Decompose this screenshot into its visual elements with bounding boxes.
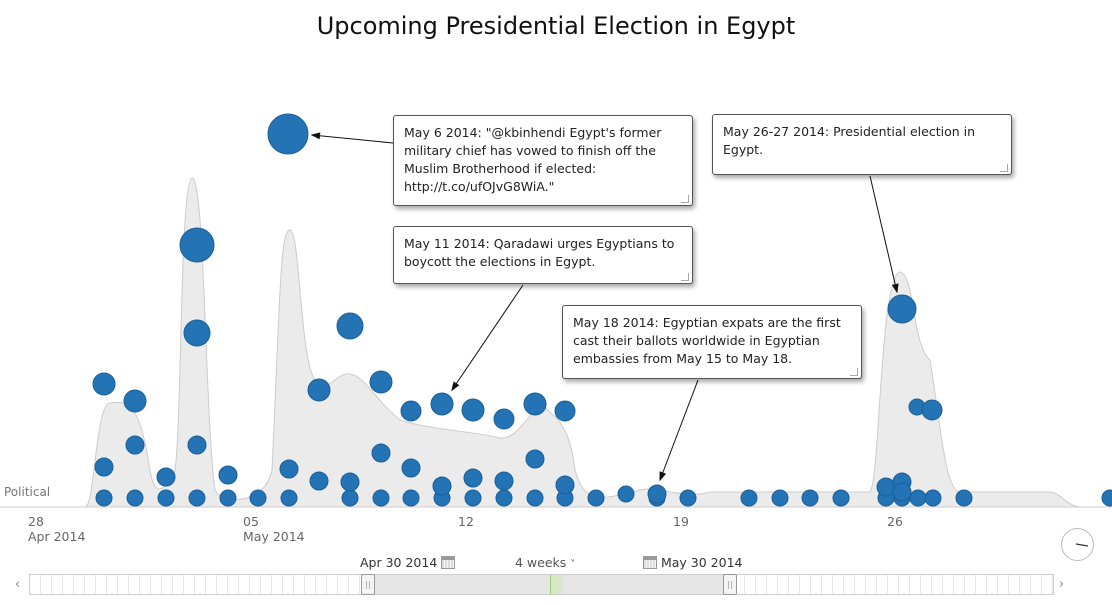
clock-icon[interactable] [1061,528,1094,561]
event-bubble[interactable] [1101,489,1112,507]
band-label: Political [4,485,51,499]
range-navigator[interactable]: || || [29,574,1054,595]
event-bubble[interactable] [280,489,298,507]
event-bubble[interactable] [432,476,452,496]
event-bubble[interactable] [740,489,758,507]
callout-pointer [451,284,524,391]
resize-grip-icon[interactable] [681,273,689,281]
event-bubble[interactable] [921,399,943,421]
event-bubble[interactable] [892,482,912,502]
timeline-chart [0,113,1112,508]
arrowhead-icon [891,283,899,294]
event-bubble[interactable] [402,489,420,507]
calendar-icon[interactable] [441,556,456,569]
event-bubble[interactable] [179,227,215,263]
callout-pointer [869,175,898,293]
event-bubble[interactable] [371,443,391,463]
event-bubble[interactable] [493,408,515,430]
event-bubble[interactable] [924,489,942,507]
chart-title: Upcoming Presidential Election in Egypt [316,12,796,40]
event-bubble[interactable] [123,389,147,413]
event-bubble[interactable] [249,489,267,507]
event-bubble[interactable] [187,435,207,455]
event-bubble[interactable] [336,312,364,340]
event-bubble[interactable] [340,472,360,492]
event-bubble[interactable] [679,489,697,507]
chevron-down-icon: ˅ [570,559,576,570]
event-bubble[interactable] [188,489,206,507]
event-bubble[interactable] [125,435,145,455]
event-bubble[interactable] [555,475,575,495]
event-bubble[interactable] [372,489,390,507]
event-bubble[interactable] [94,457,114,477]
event-bubble[interactable] [495,489,513,507]
event-bubble[interactable] [183,319,211,347]
event-bubble[interactable] [279,459,299,479]
callout-pointer [311,134,394,144]
event-bubble[interactable] [876,477,896,497]
event-bubble[interactable] [554,400,576,422]
calendar-icon[interactable] [643,556,657,569]
span-select[interactable]: 4 weeks ˅ [515,555,576,570]
callout-text: May 18 2014: Egyptian expats are the fir… [573,315,841,366]
event-bubble[interactable] [219,489,237,507]
event-bubble[interactable] [156,467,176,487]
callout-may-18[interactable]: May 18 2014: Egyptian expats are the fir… [562,305,862,379]
scroll-right-button[interactable]: › [1059,577,1065,592]
event-bubble[interactable] [832,489,850,507]
axis-tick: 26 [887,514,903,529]
event-bubble[interactable] [494,471,514,491]
callout-may-11[interactable]: May 11 2014: Qaradawi urges Egyptians to… [393,226,693,284]
callout-pointer [659,379,699,481]
arrowhead-icon [310,132,321,140]
event-bubble[interactable] [955,489,973,507]
event-bubble[interactable] [430,392,454,416]
arrowhead-icon [451,381,460,392]
event-bubble[interactable] [526,489,544,507]
event-bubble[interactable] [218,465,238,485]
callout-text: May 26-27 2014: Presidential election in… [723,124,976,157]
event-bubble[interactable] [157,489,175,507]
event-bubble[interactable] [95,489,113,507]
resize-grip-icon[interactable] [1000,164,1008,172]
axis-tick: 05 May 2014 [243,514,305,544]
callout-text: May 11 2014: Qaradawi urges Egyptians to… [404,236,675,269]
event-bubble[interactable] [341,489,359,507]
range-end-handle[interactable]: || [723,574,737,595]
range-start-handle[interactable]: || [361,574,375,595]
start-date[interactable]: Apr 30 2014 [360,555,456,570]
event-bubble[interactable] [771,489,789,507]
event-bubble[interactable] [647,484,667,504]
current-marker [550,575,562,594]
event-bubble[interactable] [525,449,545,469]
resize-grip-icon[interactable] [850,368,858,376]
axis-tick: 12 [458,514,474,529]
event-bubble[interactable] [461,398,485,422]
callout-may-26[interactable]: May 26-27 2014: Presidential election in… [712,114,1012,175]
event-bubble[interactable] [92,372,116,396]
axis-tick: 19 [673,514,689,529]
event-bubble[interactable] [400,400,422,422]
event-bubble[interactable] [309,471,329,491]
event-bubble[interactable] [401,458,421,478]
event-bubble[interactable] [617,485,635,503]
callout-text: May 6 2014: "@kbinhendi Egypt's former m… [404,125,662,194]
end-date[interactable]: May 30 2014 [643,555,743,570]
event-bubble[interactable] [307,378,331,402]
event-bubble[interactable] [587,489,605,507]
event-bubble[interactable] [369,370,393,394]
axis-tick: 28 Apr 2014 [28,514,86,544]
event-bubble[interactable] [887,294,917,324]
scroll-left-button[interactable]: ‹ [15,577,21,592]
event-bubble[interactable] [267,113,309,155]
event-bubble[interactable] [464,489,482,507]
arrowhead-icon [659,471,667,482]
event-bubble[interactable] [463,468,483,488]
event-bubble[interactable] [909,489,927,507]
resize-grip-icon[interactable] [681,195,689,203]
event-bubble[interactable] [801,489,819,507]
event-bubble[interactable] [126,489,144,507]
event-bubble[interactable] [523,392,547,416]
callout-may-6[interactable]: May 6 2014: "@kbinhendi Egypt's former m… [393,115,693,206]
